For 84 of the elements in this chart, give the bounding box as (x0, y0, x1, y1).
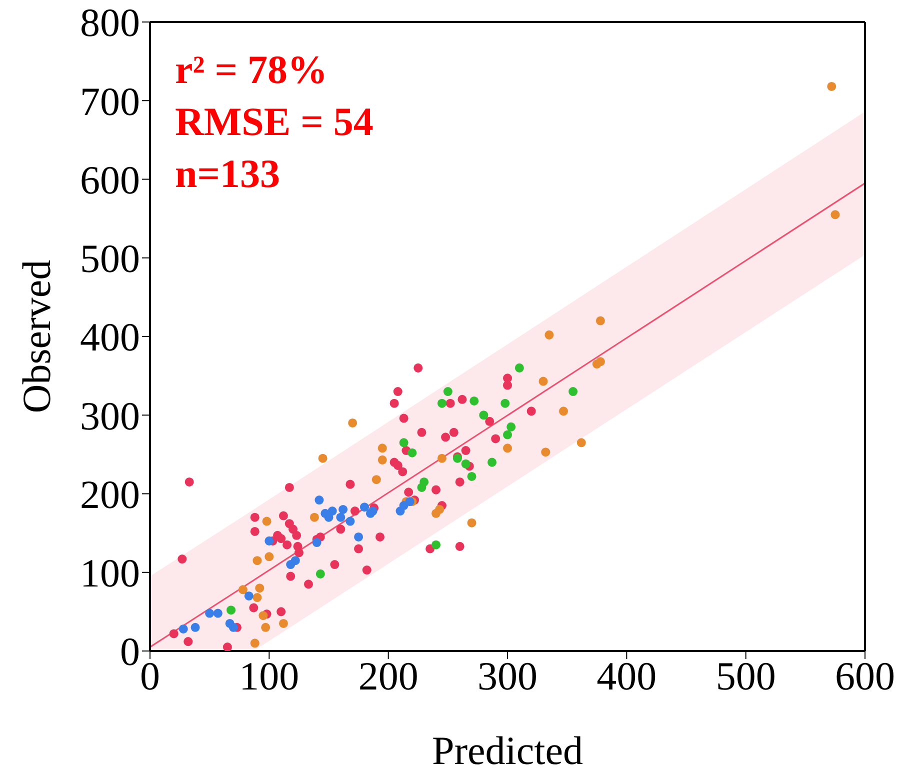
point (437, 398, 446, 408)
point (354, 532, 364, 542)
point (437, 454, 446, 463)
point (827, 82, 836, 91)
x-tick-label: 100 (239, 653, 300, 698)
point (338, 504, 348, 514)
point (262, 516, 272, 526)
x-tick-label: 400 (596, 653, 657, 698)
x-tick-label: 500 (716, 653, 776, 698)
point (502, 444, 512, 453)
point (258, 611, 268, 620)
point (278, 618, 288, 628)
point (314, 496, 324, 505)
x-axis-title: Predicted (432, 728, 584, 772)
point (318, 454, 328, 463)
annotation: n=133 (175, 150, 282, 198)
point (261, 622, 270, 632)
point (558, 406, 568, 416)
point (420, 477, 429, 486)
point (360, 502, 370, 512)
point (190, 622, 200, 632)
point (461, 459, 470, 468)
point (255, 584, 264, 593)
point (544, 330, 554, 340)
point (252, 593, 262, 602)
y-tick-label: 400 (80, 314, 140, 360)
point (328, 506, 337, 516)
annotation: r² = 78% (175, 46, 329, 94)
y-axis-title: Observed (14, 260, 60, 414)
point (310, 512, 319, 522)
point (225, 618, 234, 628)
point (830, 210, 840, 220)
point (435, 504, 444, 514)
point (238, 585, 248, 594)
point (205, 608, 214, 618)
x-tick-label: 300 (478, 653, 538, 698)
point (316, 569, 325, 578)
y-tick-label: 300 (80, 393, 140, 438)
point (408, 448, 417, 458)
y-tick-label: 100 (80, 550, 140, 596)
y-tick-label: 700 (80, 78, 140, 124)
x-tick-label: 600 (835, 653, 895, 698)
point (506, 422, 516, 432)
point (467, 472, 476, 481)
point (372, 475, 381, 484)
point (443, 387, 452, 396)
point (596, 316, 605, 326)
point (178, 624, 188, 634)
point (368, 506, 378, 516)
point (500, 398, 510, 408)
y-tick-label: 800 (80, 0, 140, 46)
point (213, 608, 222, 618)
point (596, 357, 605, 366)
point (250, 638, 260, 648)
point (244, 591, 254, 600)
point (568, 387, 578, 396)
point (431, 540, 441, 550)
point (576, 438, 586, 448)
point (467, 518, 476, 528)
annotation: RMSE = 54 (175, 98, 374, 146)
point (290, 556, 300, 566)
y-tick-label: 200 (80, 472, 140, 517)
point (348, 418, 358, 428)
point (541, 448, 550, 457)
point (312, 538, 322, 548)
point (264, 536, 274, 546)
point (479, 410, 488, 420)
point (346, 516, 355, 526)
point (336, 512, 346, 522)
x-tick-label: 200 (358, 653, 418, 698)
point (405, 497, 414, 506)
y-tick-label: 500 (80, 236, 140, 282)
point (399, 438, 408, 448)
point (538, 376, 548, 386)
point (378, 455, 387, 464)
point (514, 363, 524, 372)
y-tick-label: 600 (80, 157, 140, 202)
point (226, 606, 236, 615)
point (502, 430, 512, 440)
point (264, 552, 274, 562)
point (487, 458, 497, 467)
point (378, 444, 387, 453)
point (470, 396, 479, 406)
point (252, 556, 262, 566)
